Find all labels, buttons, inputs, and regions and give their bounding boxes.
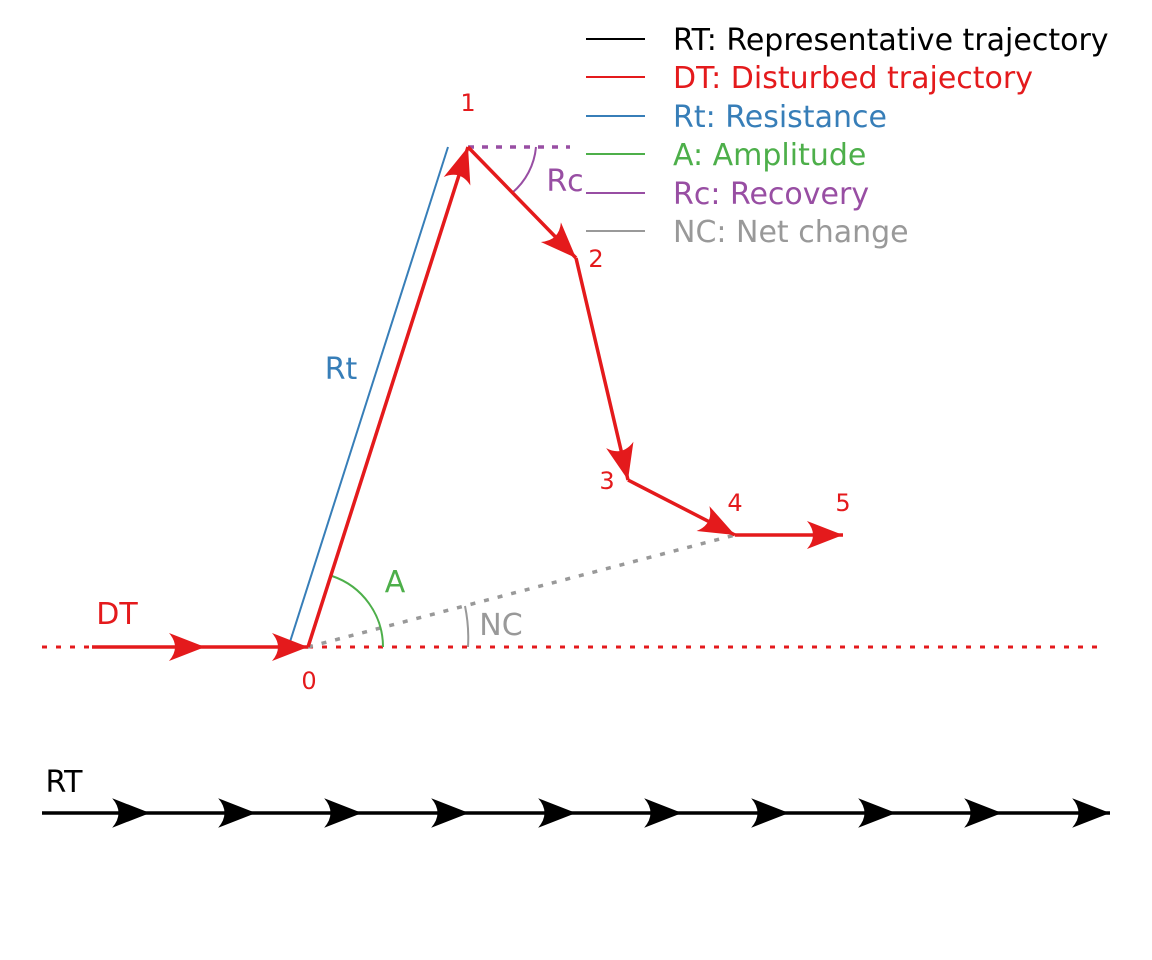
point-label-3: 3 — [599, 467, 614, 495]
point-label-0: 0 — [301, 667, 316, 695]
legend-label-recovery: Rc: Recovery — [673, 177, 869, 212]
rt-label: RT — [46, 765, 84, 800]
net-change-line — [307, 533, 736, 649]
recovery-arc — [511, 146, 537, 194]
legend-label-amplitude: A: Amplitude — [673, 138, 866, 173]
recovery-label: Rc — [546, 164, 583, 199]
amplitude-label: A — [385, 565, 406, 600]
point-label-2: 2 — [588, 245, 603, 273]
net-change-label: NC — [479, 608, 522, 643]
point-label-4: 4 — [727, 489, 742, 517]
legend: RT: Representative trajectory DT: Distur… — [586, 23, 1109, 250]
disturbed-trajectory — [92, 145, 843, 661]
legend-label-rt: RT: Representative trajectory — [673, 23, 1109, 58]
point-label-5: 5 — [835, 489, 850, 517]
legend-label-dt: DT: Disturbed trajectory — [673, 61, 1033, 96]
legend-label-resistance: Rt: Resistance — [673, 100, 887, 135]
point-label-1: 1 — [460, 89, 475, 117]
net-change-arc — [464, 605, 470, 648]
resistance-label: Rt — [325, 352, 358, 387]
dt-label: DT — [96, 597, 138, 632]
amplitude-arc — [331, 575, 384, 648]
resistance-line — [288, 146, 449, 646]
legend-label-net-change: NC: Net change — [673, 215, 909, 250]
